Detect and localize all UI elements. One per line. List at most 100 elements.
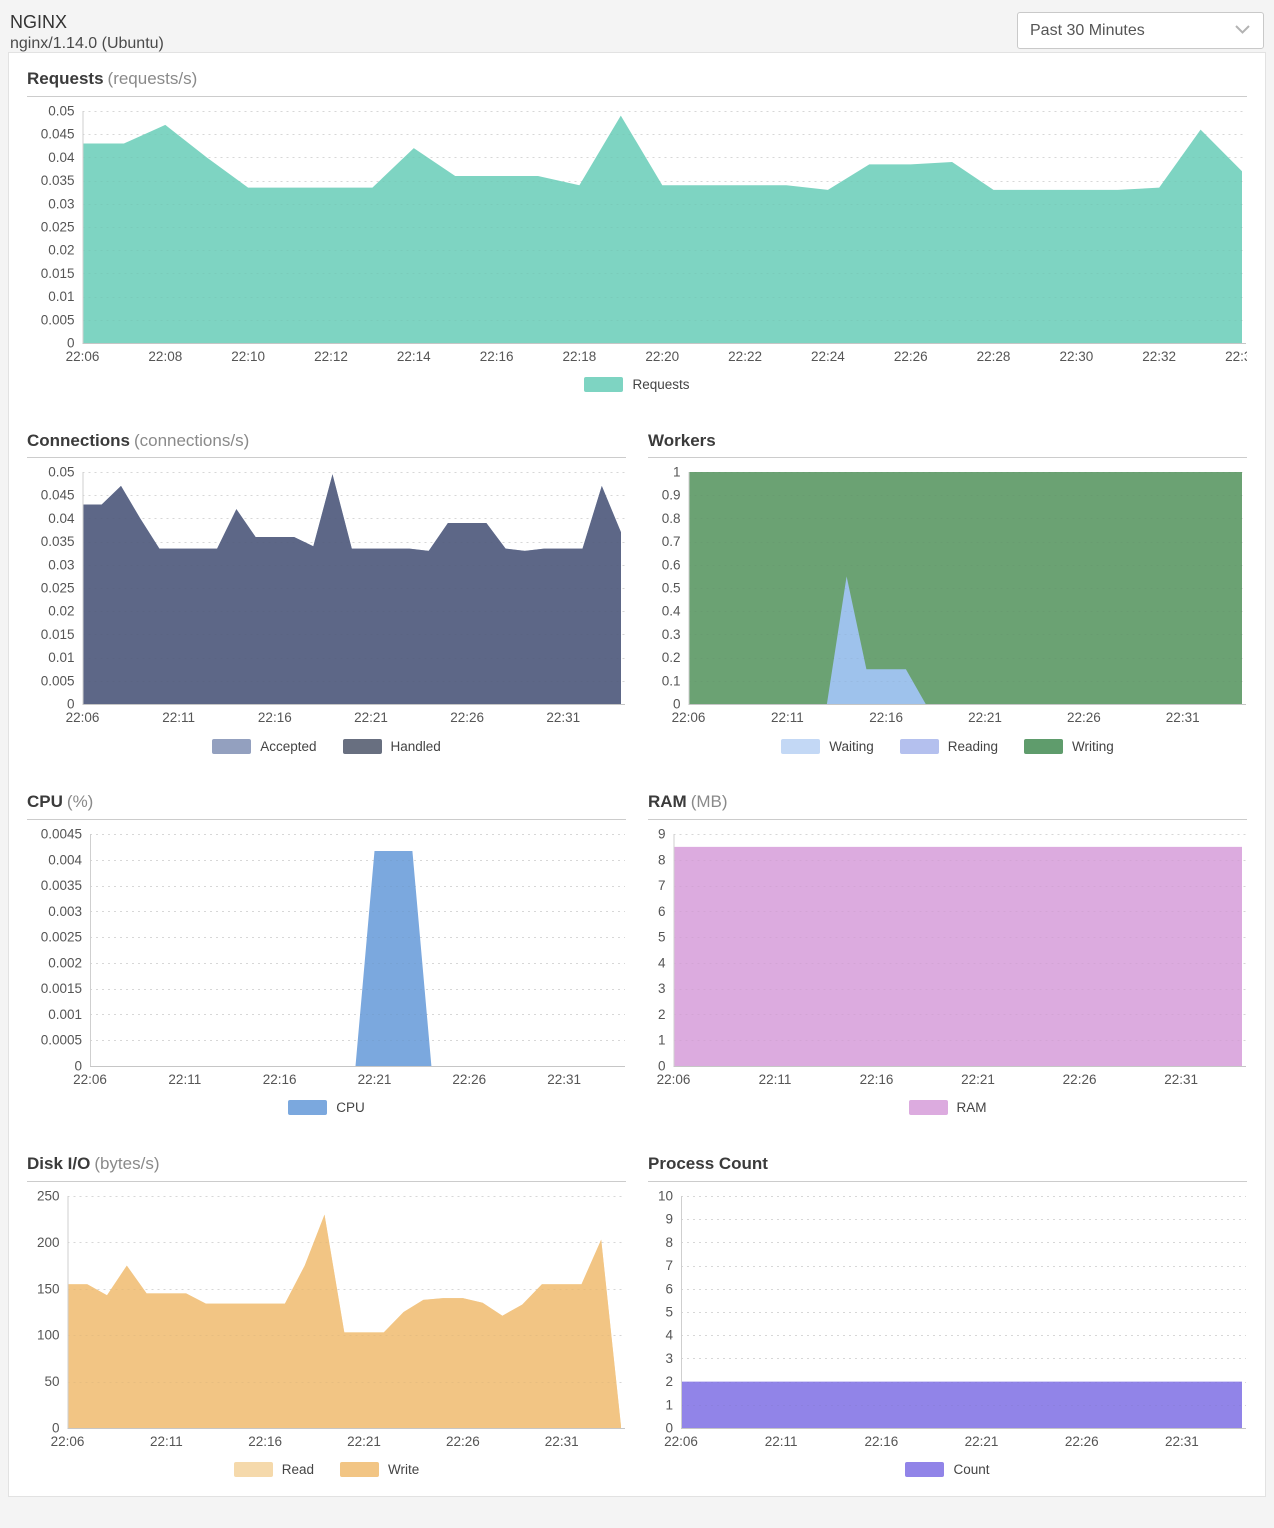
disk-io-chart-legend: Read Write	[27, 1460, 626, 1480]
y-axis-tick-label: 0.5	[662, 581, 681, 596]
cpu-chart-canvas: 0 0.0005 0.001 0.0015 0.002 0.0025 0.003 0.0035…	[27, 826, 626, 1090]
legend-label: Writing	[1072, 738, 1114, 754]
y-axis-tick-label: 4	[658, 955, 666, 970]
y-axis-tick-label: 0	[673, 697, 681, 712]
workers-chart-title: Workers	[648, 429, 1247, 454]
chart-svg: 0 0.005 0.01 0.015 0.02 0.025 0.03 0.035 0.04 0.0…	[41, 103, 1247, 364]
page-title: NGINX	[10, 12, 68, 32]
y-axis-tick-label: 0	[67, 697, 75, 712]
chart-svg: 0 0.005 0.01 0.015 0.02 0.025 0.03 0.035 0.04 0.0…	[41, 465, 625, 725]
chart-unit-text: (bytes/s)	[94, 1153, 160, 1173]
x-axis-tick-label: 22:11	[771, 710, 804, 725]
legend-swatch	[1024, 738, 1064, 754]
chart-unit-text	[768, 1154, 772, 1173]
y-axis-tick-label: 0.0025	[41, 930, 82, 945]
y-axis-tick-label: 4	[665, 1327, 673, 1342]
x-axis-tick-label: 22:31	[546, 710, 580, 725]
x-axis-tick-label: 22:26	[450, 710, 484, 725]
legend-swatch	[899, 738, 939, 754]
y-axis-tick-label: 7	[658, 878, 666, 893]
y-axis-tick-label: 200	[37, 1234, 60, 1249]
x-axis-tick-label: 22:21	[968, 710, 1002, 725]
legend-swatch	[584, 377, 624, 393]
x-axis-tick-label: 22:20	[645, 349, 679, 364]
x-axis-tick-label: 22:11	[765, 1434, 798, 1449]
chart-title-text: CPU	[27, 792, 63, 812]
x-axis-tick-label: 22:24	[811, 349, 845, 364]
x-axis-tick-label: 22:06	[51, 1434, 85, 1449]
y-axis-tick-label: 5	[665, 1304, 673, 1319]
title-divider	[648, 818, 1247, 820]
workers-chart-legend: Waiting Reading Writing	[648, 736, 1247, 756]
title-divider	[648, 1180, 1247, 1182]
legend-entry-handled: Handled	[342, 738, 441, 754]
y-axis-tick-label: 8	[658, 852, 666, 867]
time-range-select[interactable]: Past 30 Minutes	[1017, 12, 1264, 49]
legend-entry-count: Count	[905, 1462, 990, 1478]
legend-entry-write: Write	[340, 1462, 419, 1478]
charts-row-2: Connections (connections/s) 0 0.005 0.01 0.0…	[27, 429, 1247, 757]
y-axis-tick-label: 5	[658, 930, 666, 945]
y-axis-tick-label: 7	[665, 1258, 673, 1273]
x-axis-tick-label: 22:21	[965, 1434, 999, 1449]
y-axis-tick-label: 8	[665, 1234, 673, 1249]
series-count-area	[681, 1381, 1242, 1428]
series-write-area	[67, 1214, 621, 1428]
x-axis-tick-label: 22:06	[657, 1072, 691, 1087]
y-axis-tick-label: 0.002	[48, 955, 82, 970]
legend-swatch	[288, 1100, 328, 1116]
x-axis-tick-label: 22:06	[672, 710, 706, 725]
legend-entry-cpu: CPU	[288, 1100, 365, 1116]
y-axis-tick-label: 0.02	[48, 242, 74, 257]
charts-row-4: Disk I/O (bytes/s) 0 50 100 150 200 250 22:06 22…	[27, 1152, 1247, 1480]
y-axis-tick-label: 0.3	[662, 627, 681, 642]
title-divider	[648, 457, 1247, 459]
y-axis-tick-label: 0.0045	[41, 826, 82, 841]
x-axis-tick-label: 22:11	[150, 1434, 183, 1449]
x-axis-tick-label: 22:16	[480, 349, 514, 364]
disk-io-chart-section: Disk I/O (bytes/s) 0 50 100 150 200 250 22:06 22…	[27, 1152, 626, 1480]
y-axis-tick-label: 0.05	[48, 465, 74, 480]
legend-label: Requests	[632, 377, 690, 393]
chart-unit-text: (connections/s)	[133, 430, 250, 450]
x-axis-tick-label: 22:26	[1063, 1072, 1097, 1087]
legend-swatch	[233, 1462, 273, 1478]
x-axis-tick-label: 22:26	[446, 1434, 480, 1449]
legend-entry-ram: RAM	[908, 1100, 987, 1116]
title-divider	[27, 95, 1247, 97]
x-axis-tick-label: 22:28	[977, 349, 1011, 364]
legend-entry-reading: Reading	[899, 738, 998, 754]
ram-chart-canvas: 0 1 2 3 4 5 6 7 8 9 22:06 22:11 22:16 22:21 22:26 22:31	[648, 826, 1247, 1090]
x-axis-tick-label: 22:11	[162, 710, 195, 725]
legend-label: CPU	[336, 1100, 365, 1116]
page-subtitle: nginx/1.14.0 (Ubuntu)	[10, 34, 164, 52]
y-axis-tick-label: 9	[665, 1211, 673, 1226]
time-range-value: Past 30 Minutes	[1030, 21, 1145, 39]
y-axis-tick-label: 0.005	[41, 312, 75, 327]
chart-svg: 0 0.1 0.2 0.3 0.4 0.5 0.6 0.7 0.8 0.9 1 22:06 22:11 2…	[662, 465, 1246, 725]
chart-title-text: Process Count	[648, 1153, 768, 1173]
process-count-chart-canvas: 0 1 2 3 4 5 6 7 8 9 10 22:06 22:11 22:16 22:21 22:26 22:…	[648, 1188, 1247, 1452]
chart-title-text: Disk I/O	[27, 1153, 91, 1173]
legend-label: Count	[953, 1462, 990, 1478]
y-axis-tick-label: 1	[665, 1397, 673, 1412]
app-header: NGINX nginx/1.14.0 (Ubuntu)	[10, 12, 164, 54]
y-axis-tick-label: 0.004	[48, 852, 82, 867]
legend-swatch	[340, 1462, 379, 1478]
chart-unit-text: (%)	[66, 792, 94, 812]
series-writing-area	[688, 472, 1242, 705]
x-axis-tick-label: 22:16	[860, 1072, 894, 1087]
x-axis-tick-label: 22:16	[869, 710, 903, 725]
chart-svg: 0 1 2 3 4 5 6 7 8 9 22:06 22:11 22:16 22:21 22:26 22:31	[657, 826, 1246, 1087]
ram-chart-legend: RAM	[648, 1098, 1247, 1118]
x-axis-tick-label: 22:31	[547, 1072, 581, 1087]
y-axis-tick-label: 0.03	[48, 196, 74, 211]
cpu-chart-title: CPU (%)	[27, 790, 626, 815]
y-axis-tick-label: 0.04	[48, 511, 75, 526]
y-axis-tick-label: 0.045	[41, 488, 75, 503]
chart-svg: 0 1 2 3 4 5 6 7 8 9 10 22:06 22:11 22:16 22:21 22:26 22:…	[658, 1188, 1246, 1449]
y-axis-tick-label: 0.01	[48, 289, 74, 304]
y-axis-tick-label: 3	[665, 1350, 673, 1365]
process-count-chart-title: Process Count	[648, 1152, 1247, 1177]
y-axis-tick-label: 0.045	[41, 126, 75, 141]
